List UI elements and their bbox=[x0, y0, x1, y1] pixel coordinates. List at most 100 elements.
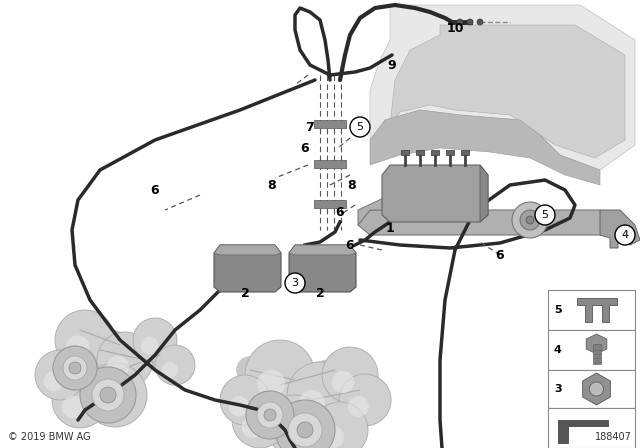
Polygon shape bbox=[577, 298, 616, 322]
Text: 7: 7 bbox=[306, 121, 314, 134]
Circle shape bbox=[94, 390, 120, 416]
Polygon shape bbox=[582, 373, 611, 405]
Circle shape bbox=[467, 19, 473, 25]
Text: 6: 6 bbox=[150, 184, 159, 197]
Bar bbox=[416, 150, 424, 155]
Circle shape bbox=[512, 202, 548, 238]
Circle shape bbox=[92, 379, 124, 411]
Bar bbox=[593, 344, 600, 364]
Text: 8: 8 bbox=[348, 178, 356, 191]
Bar bbox=[548, 370, 635, 408]
Polygon shape bbox=[382, 165, 488, 222]
Circle shape bbox=[332, 371, 354, 393]
Circle shape bbox=[155, 345, 195, 385]
Circle shape bbox=[589, 382, 604, 396]
Bar bbox=[314, 160, 346, 168]
Circle shape bbox=[62, 396, 84, 418]
Polygon shape bbox=[480, 165, 488, 222]
Circle shape bbox=[275, 400, 335, 448]
Circle shape bbox=[285, 273, 305, 293]
Polygon shape bbox=[214, 245, 281, 292]
Text: 9: 9 bbox=[388, 59, 396, 72]
Text: 6: 6 bbox=[496, 249, 504, 262]
Bar bbox=[431, 150, 439, 155]
Text: 2: 2 bbox=[241, 287, 250, 300]
Circle shape bbox=[53, 346, 97, 390]
Circle shape bbox=[257, 402, 283, 428]
Bar bbox=[548, 330, 635, 370]
Circle shape bbox=[298, 390, 325, 417]
Text: 6: 6 bbox=[336, 206, 344, 219]
Circle shape bbox=[242, 416, 264, 438]
Circle shape bbox=[97, 332, 153, 388]
Polygon shape bbox=[214, 245, 281, 255]
Text: 4: 4 bbox=[554, 345, 562, 355]
Circle shape bbox=[69, 362, 81, 374]
Circle shape bbox=[322, 347, 378, 403]
Circle shape bbox=[83, 363, 147, 427]
Circle shape bbox=[133, 318, 177, 362]
Bar bbox=[461, 150, 469, 155]
Polygon shape bbox=[600, 210, 640, 248]
Circle shape bbox=[297, 422, 313, 438]
Text: © 2019 BMW AG: © 2019 BMW AG bbox=[8, 432, 91, 442]
Text: 5: 5 bbox=[541, 210, 548, 220]
Polygon shape bbox=[370, 110, 600, 185]
Text: 6: 6 bbox=[346, 238, 355, 251]
Bar bbox=[548, 408, 635, 448]
Circle shape bbox=[257, 370, 285, 398]
Polygon shape bbox=[358, 210, 615, 235]
Circle shape bbox=[339, 374, 391, 426]
Text: 10: 10 bbox=[446, 22, 464, 34]
Bar bbox=[548, 290, 635, 330]
Polygon shape bbox=[358, 195, 400, 225]
Circle shape bbox=[44, 371, 64, 391]
Bar bbox=[314, 200, 346, 208]
Circle shape bbox=[100, 387, 116, 403]
Text: 5: 5 bbox=[356, 122, 364, 132]
Circle shape bbox=[264, 409, 276, 421]
Circle shape bbox=[348, 396, 369, 417]
Circle shape bbox=[162, 362, 178, 378]
Circle shape bbox=[322, 426, 344, 448]
Polygon shape bbox=[370, 5, 635, 170]
Polygon shape bbox=[390, 25, 625, 158]
Bar bbox=[314, 120, 346, 128]
Circle shape bbox=[35, 350, 85, 400]
Polygon shape bbox=[289, 245, 356, 292]
Circle shape bbox=[232, 392, 288, 448]
Bar bbox=[401, 150, 409, 155]
Polygon shape bbox=[289, 245, 356, 255]
Text: 188407: 188407 bbox=[595, 432, 632, 442]
Bar bbox=[446, 150, 454, 155]
Circle shape bbox=[52, 372, 108, 428]
Circle shape bbox=[228, 396, 249, 416]
Circle shape bbox=[288, 413, 322, 447]
Circle shape bbox=[265, 395, 325, 448]
Text: 6: 6 bbox=[301, 142, 309, 155]
Circle shape bbox=[457, 19, 463, 25]
Text: 5: 5 bbox=[554, 305, 562, 315]
Text: 8: 8 bbox=[268, 178, 276, 191]
Text: 1: 1 bbox=[386, 221, 394, 234]
Text: 3: 3 bbox=[291, 278, 298, 288]
Circle shape bbox=[63, 356, 87, 380]
Text: 4: 4 bbox=[621, 230, 628, 240]
Circle shape bbox=[520, 210, 540, 230]
Circle shape bbox=[220, 375, 270, 425]
Circle shape bbox=[615, 225, 635, 245]
Circle shape bbox=[246, 391, 294, 439]
Circle shape bbox=[80, 367, 136, 423]
Circle shape bbox=[141, 337, 158, 354]
Circle shape bbox=[245, 340, 315, 410]
Circle shape bbox=[275, 421, 300, 444]
Circle shape bbox=[477, 19, 483, 25]
Circle shape bbox=[107, 356, 129, 378]
Circle shape bbox=[535, 205, 555, 225]
Circle shape bbox=[350, 117, 370, 137]
Text: 3: 3 bbox=[554, 384, 562, 394]
Circle shape bbox=[55, 310, 115, 370]
Polygon shape bbox=[586, 334, 607, 354]
Polygon shape bbox=[558, 420, 608, 443]
Circle shape bbox=[312, 402, 368, 448]
